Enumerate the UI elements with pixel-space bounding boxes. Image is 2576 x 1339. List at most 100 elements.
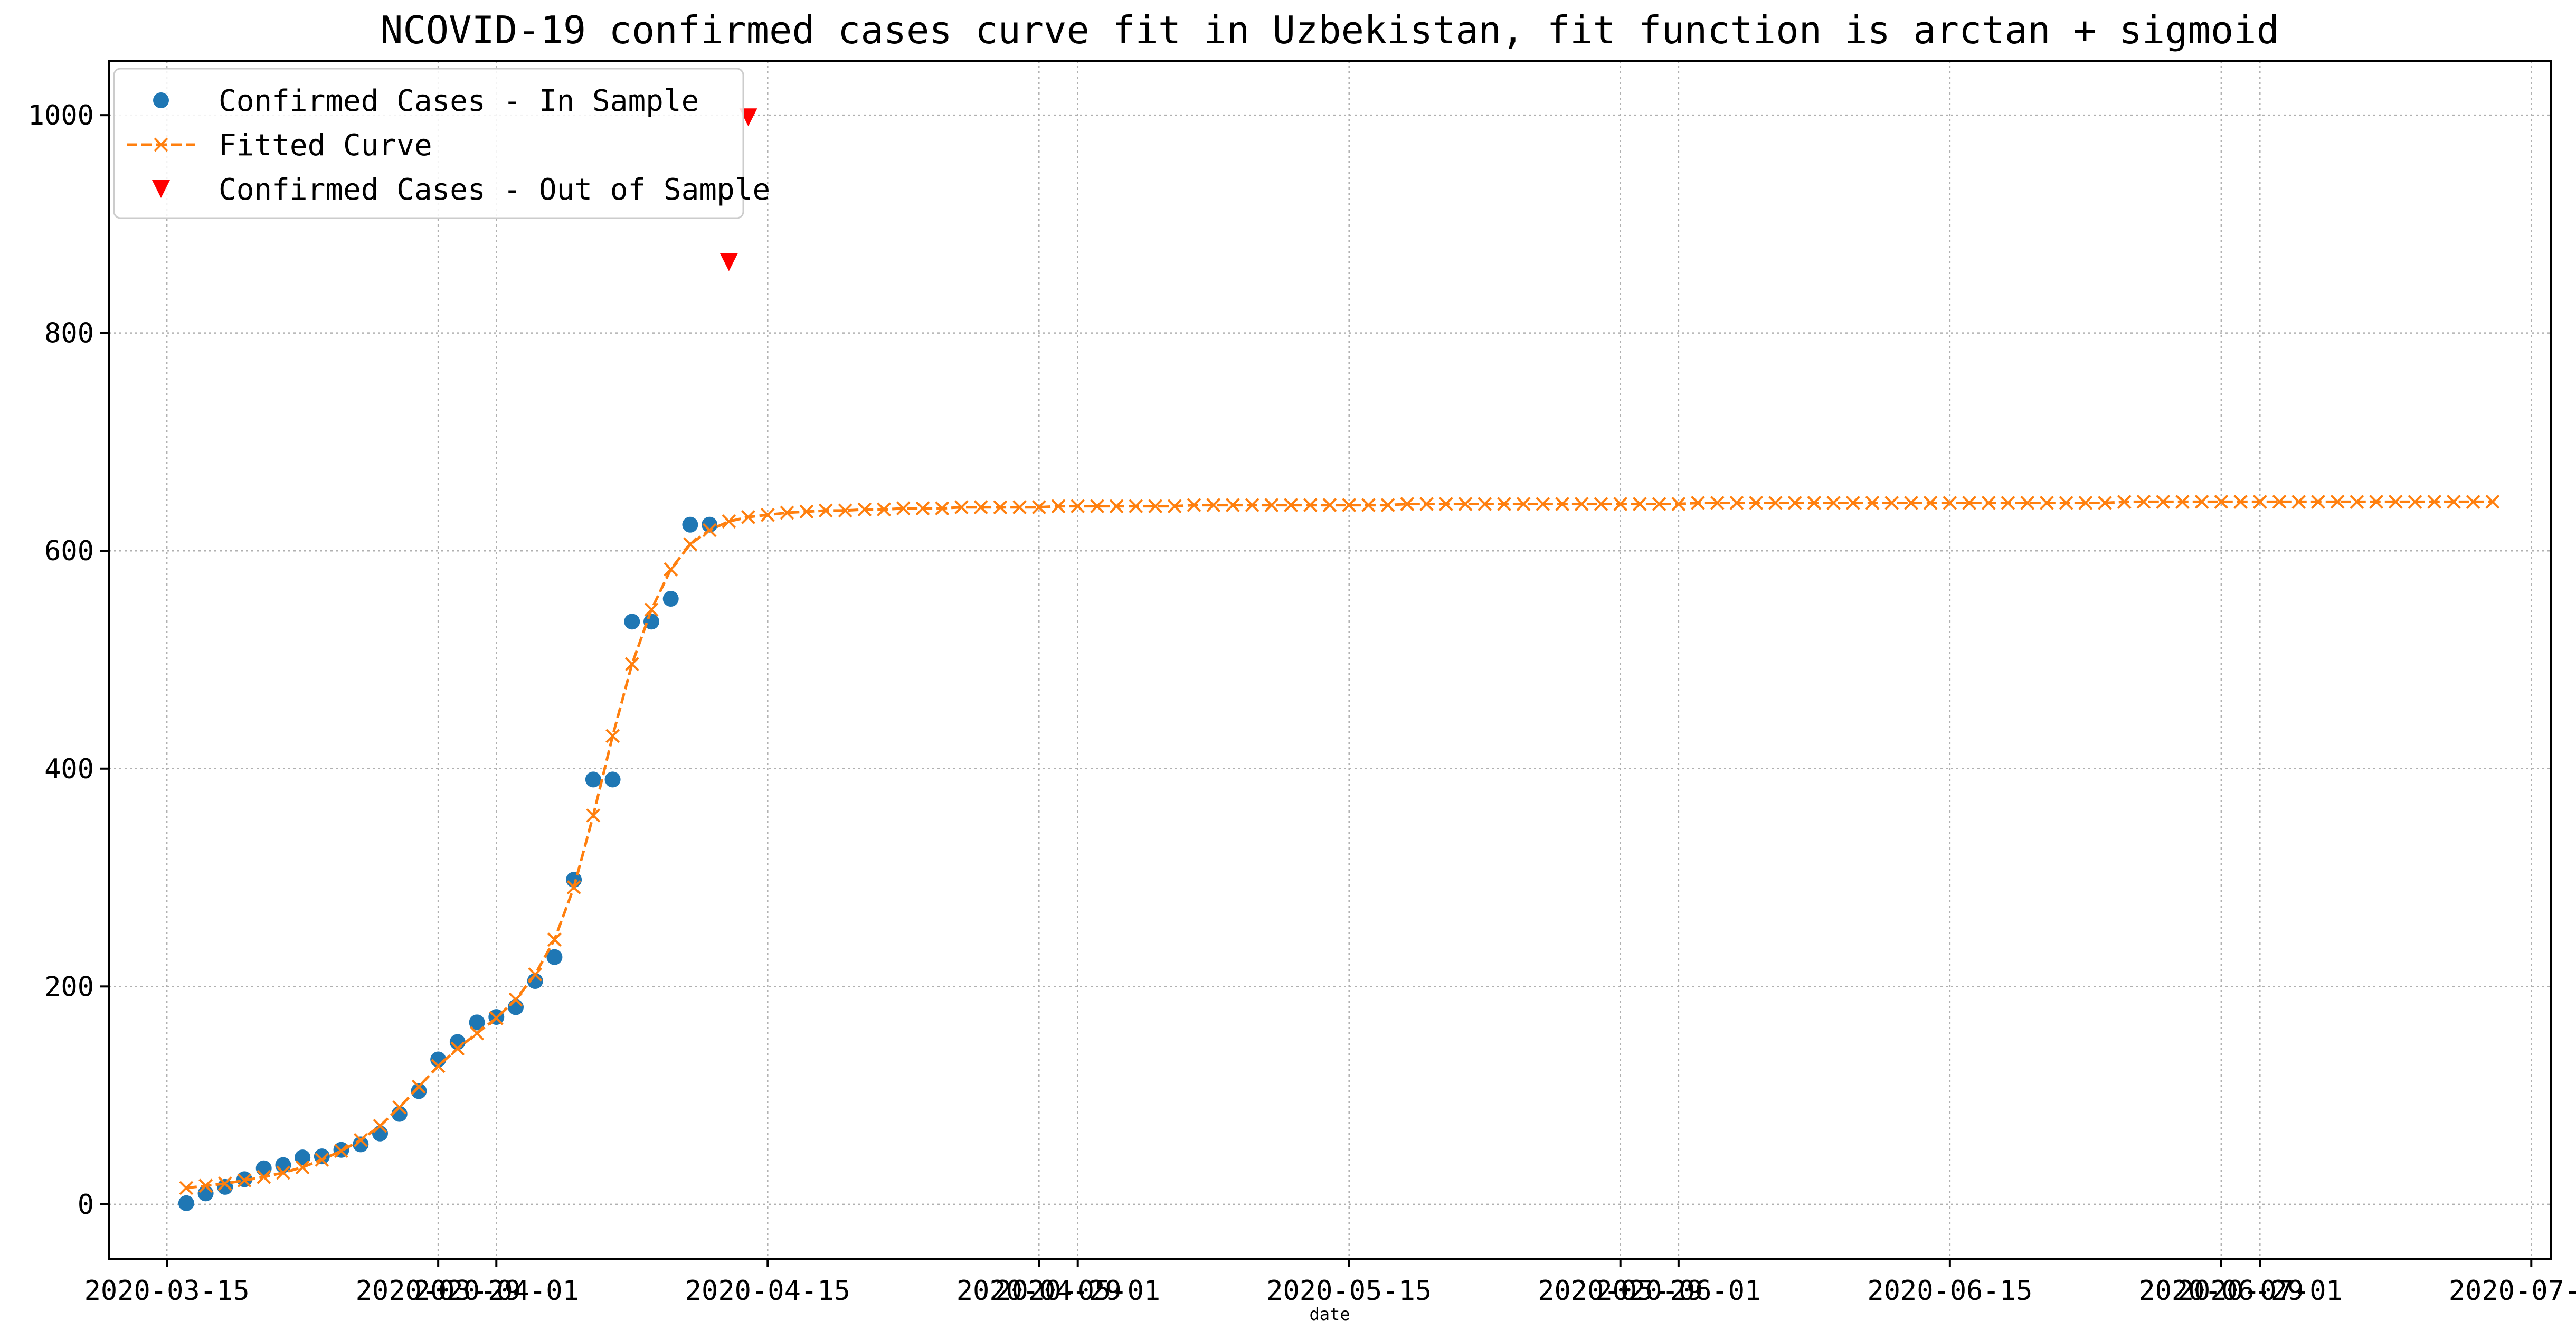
y-tick-label: 0 bbox=[78, 1189, 94, 1221]
fitted-curve-line bbox=[186, 500, 2493, 1190]
fit-marker bbox=[1361, 498, 1376, 513]
fit-marker bbox=[780, 505, 794, 520]
fit-marker bbox=[799, 504, 814, 519]
fit-marker bbox=[1342, 498, 1357, 513]
fit-marker bbox=[915, 501, 930, 516]
fit-marker bbox=[2059, 496, 2073, 510]
fit-marker bbox=[624, 657, 639, 672]
fit-marker bbox=[198, 1178, 213, 1193]
fit-marker bbox=[2252, 494, 2267, 509]
fit-marker bbox=[683, 537, 697, 552]
fit-marker bbox=[1284, 498, 1298, 513]
fit-marker bbox=[154, 137, 168, 152]
fit-marker bbox=[2350, 494, 2364, 509]
fit-marker bbox=[2001, 496, 2015, 510]
legend-label: Confirmed Cases - In Sample bbox=[219, 84, 699, 118]
fit-marker bbox=[993, 500, 1008, 515]
fit-marker bbox=[489, 1011, 504, 1025]
fit-marker bbox=[547, 932, 562, 947]
x-axis-label: date bbox=[1309, 1304, 1350, 1324]
fit-marker bbox=[1536, 497, 1550, 511]
x-tick-label: 2020-06-29 bbox=[2138, 1275, 2304, 1307]
fit-marker bbox=[2194, 494, 2209, 509]
fit-marker bbox=[1943, 496, 1957, 510]
fit-marker bbox=[2272, 494, 2287, 509]
fit-marker bbox=[1071, 499, 1085, 514]
data-point bbox=[217, 1178, 233, 1195]
fit-marker bbox=[373, 1118, 387, 1133]
data-point bbox=[197, 1185, 214, 1202]
x-tick-label: 2020-03-15 bbox=[84, 1275, 250, 1307]
fit-marker bbox=[2427, 494, 2442, 509]
fit-marker bbox=[1206, 498, 1221, 513]
fit-marker bbox=[2466, 494, 2480, 509]
fit-marker bbox=[1807, 496, 1822, 510]
fit-marker bbox=[2311, 494, 2325, 509]
fit-marker bbox=[1187, 498, 1201, 513]
fit-marker bbox=[2175, 494, 2190, 509]
x-tick-label: 2020-03-29 bbox=[356, 1275, 521, 1307]
fit-marker bbox=[1400, 497, 1415, 511]
fit-marker bbox=[2447, 494, 2461, 509]
fit-marker bbox=[431, 1059, 446, 1073]
fit-marker bbox=[644, 602, 659, 617]
x-tick-label: 2020-05-15 bbox=[1266, 1275, 1432, 1307]
x-tick-label: 2020-04-01 bbox=[414, 1275, 579, 1307]
fit-marker bbox=[1594, 497, 1608, 511]
fit-marker bbox=[508, 992, 523, 1007]
fit-marker bbox=[1923, 496, 1938, 510]
fit-marker bbox=[334, 1144, 348, 1158]
fit-marker bbox=[2408, 494, 2422, 509]
data-point bbox=[585, 771, 601, 788]
y-tick-label: 800 bbox=[44, 318, 94, 350]
fit-marker bbox=[1478, 497, 1492, 511]
fit-marker bbox=[295, 1160, 310, 1175]
fit-marker bbox=[1981, 496, 1996, 510]
fit-marker bbox=[392, 1100, 407, 1115]
plot-frame bbox=[108, 60, 2552, 1260]
data-point bbox=[411, 1083, 427, 1099]
fit-marker bbox=[217, 1176, 232, 1191]
fit-marker bbox=[276, 1165, 290, 1180]
fit-marker bbox=[2040, 496, 2054, 510]
fit-marker bbox=[2291, 494, 2306, 509]
fit-marker bbox=[973, 500, 988, 515]
fit-marker bbox=[2485, 494, 2500, 509]
fit-marker bbox=[1148, 499, 1162, 514]
fit-marker bbox=[819, 503, 833, 518]
fit-marker bbox=[1497, 497, 1511, 511]
fit-marker bbox=[528, 967, 543, 982]
fit-marker bbox=[1574, 497, 1589, 511]
data-point bbox=[604, 771, 621, 788]
data-point bbox=[178, 1195, 194, 1211]
fit-marker bbox=[412, 1079, 426, 1094]
fit-marker bbox=[1458, 497, 1473, 511]
fit-marker bbox=[1322, 498, 1337, 513]
fit-marker bbox=[2020, 496, 2035, 510]
legend-label: Confirmed Cases - Out of Sample bbox=[219, 173, 770, 207]
y-tick-label: 400 bbox=[44, 753, 94, 785]
fit-marker bbox=[1710, 496, 1725, 510]
data-point bbox=[372, 1125, 388, 1142]
fit-marker bbox=[1555, 497, 1569, 511]
fit-marker bbox=[1768, 496, 1783, 510]
fit-marker bbox=[702, 523, 717, 538]
x-tick-label: 2020-05-29 bbox=[1538, 1275, 1703, 1307]
fit-marker bbox=[1826, 496, 1841, 510]
fit-marker bbox=[1671, 497, 1686, 511]
plot-series bbox=[178, 108, 2500, 1211]
fit-marker bbox=[2388, 494, 2403, 509]
fit-marker bbox=[257, 1170, 271, 1184]
fit-marker bbox=[1031, 500, 1046, 515]
fit-marker bbox=[954, 500, 969, 515]
x-tick-label: 2020-07-01 bbox=[2177, 1275, 2343, 1307]
fit-marker bbox=[1226, 498, 1240, 513]
data-point bbox=[295, 1149, 311, 1166]
fit-marker bbox=[470, 1026, 484, 1041]
fit-marker bbox=[353, 1133, 368, 1147]
fit-marker bbox=[605, 729, 620, 743]
data-point bbox=[682, 516, 698, 533]
fit-marker bbox=[2117, 494, 2132, 509]
